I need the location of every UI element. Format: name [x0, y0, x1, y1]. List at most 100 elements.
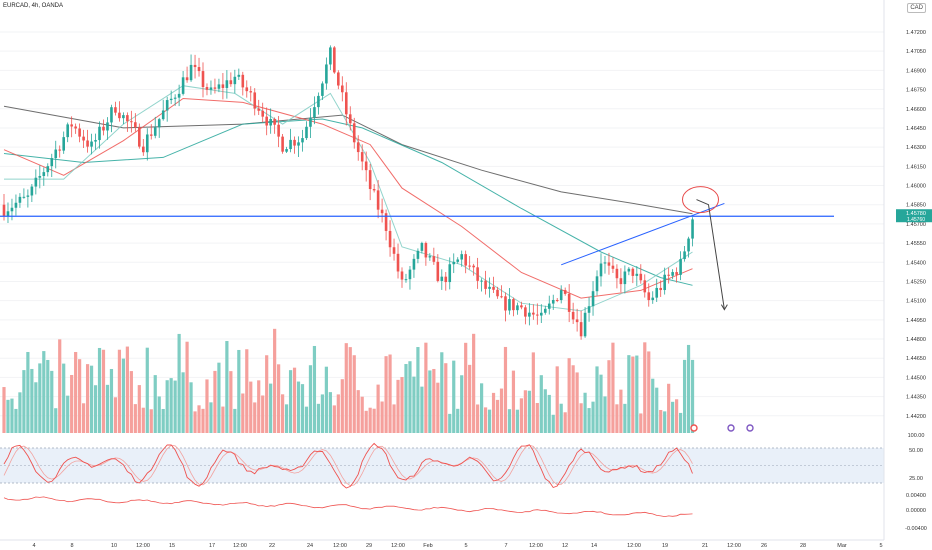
volume-bar [519, 398, 523, 433]
candle-body [6, 211, 10, 217]
candle-body [54, 149, 58, 159]
volume-bar [531, 352, 535, 433]
candle-body [504, 296, 507, 311]
price-axis[interactable]: 1.47200 1.47050 1.46900 1.46750 1.46600 1.464… [883, 0, 932, 540]
candle-body [412, 258, 416, 270]
volume-bar [567, 358, 571, 433]
volume-bar [348, 347, 352, 433]
volume-bar [635, 355, 639, 433]
candle-body [348, 114, 352, 124]
candle-body [508, 299, 511, 311]
candle-body [603, 262, 607, 264]
candle-body [492, 286, 495, 290]
candle-body [579, 322, 583, 337]
volume-bars [2, 328, 695, 433]
candle-body [18, 196, 22, 203]
stochastic-axis-label: 50.00 [909, 448, 923, 454]
volume-bar [185, 341, 189, 433]
candle-body [78, 128, 81, 137]
candle-body [82, 136, 85, 141]
candle-body [476, 267, 479, 281]
time-tick-label: 12:00 [333, 543, 347, 549]
volume-bar [42, 351, 46, 433]
candle-body [86, 140, 89, 147]
currency-label[interactable]: CAD [907, 3, 926, 13]
time-tick-label: 12:00 [727, 543, 741, 549]
volume-bar [444, 363, 448, 433]
volume-bar [667, 383, 671, 433]
volume-bar [78, 359, 82, 433]
time-tick-label: Feb [423, 543, 432, 549]
volume-bar [340, 379, 344, 433]
candle-body [559, 290, 563, 301]
volume-bar [388, 354, 392, 433]
time-tick-label: 12:00 [391, 543, 405, 549]
volume-bar [38, 363, 42, 433]
candle-body [257, 108, 261, 111]
volume-bar [372, 408, 376, 433]
volume-bar [165, 380, 169, 433]
time-tick-label: 7 [504, 543, 507, 549]
candle-body [408, 269, 412, 280]
candle-body [687, 238, 690, 252]
volume-bar [551, 414, 555, 433]
volume-bar [281, 394, 285, 433]
volume-bar [273, 328, 277, 433]
candle-body [464, 254, 467, 266]
candle-body [587, 306, 591, 313]
candle-body [583, 312, 587, 337]
price-tick-label: 1.45100 [906, 299, 926, 305]
volume-bar [288, 370, 293, 433]
candle-body [285, 149, 288, 152]
candle-body [615, 268, 619, 279]
volume-bar [141, 407, 145, 433]
volume-bar [18, 392, 22, 433]
candle-body [273, 119, 276, 125]
volume-bar [54, 408, 58, 433]
candle-body [424, 243, 428, 258]
candle-body [50, 158, 54, 167]
volume-bar [205, 379, 209, 433]
candle-body [639, 273, 643, 281]
volume-bar [229, 371, 233, 433]
candle-body [110, 107, 113, 123]
time-tick-label: 17 [209, 543, 215, 549]
volume-bar [129, 371, 133, 433]
volume-bar [480, 383, 484, 433]
volume-bar [189, 382, 193, 433]
volume-bar [304, 406, 309, 433]
stochastic-line [3, 442, 693, 489]
time-axis[interactable]: 4 8 10 12:00 15 17 12:00 22 24 12:00 29 12:00 Feb 5 7 1… [0, 539, 884, 549]
volume-bar [217, 362, 221, 433]
candle-body [452, 261, 456, 265]
symbol-label[interactable]: EURCAD, 4h, OANDA [3, 3, 64, 9]
candle-body [524, 307, 527, 317]
candle-body [277, 124, 280, 137]
candle-body [440, 276, 444, 281]
volume-bar [193, 411, 197, 433]
candle-body [221, 84, 225, 88]
candle-body [667, 274, 670, 276]
candle-body [643, 280, 647, 293]
candle-body [114, 107, 117, 113]
volume-bar [117, 349, 122, 433]
volume-bar [62, 363, 66, 433]
candle-body [647, 292, 651, 301]
candle-body [233, 76, 237, 85]
volume-bar [384, 356, 388, 433]
candle-body [281, 136, 284, 152]
volume-bar [507, 409, 512, 433]
volume-bar [296, 381, 301, 433]
time-tick-label: 22 [269, 543, 275, 549]
candle-body [675, 272, 678, 275]
candle-body [516, 305, 519, 311]
candle-body [341, 85, 344, 93]
volume-bar [93, 385, 98, 433]
volume-bar [603, 396, 607, 433]
price-tick-label: 1.46300 [906, 145, 926, 151]
price-tick-label: 1.44350 [906, 395, 926, 401]
volume-bar [277, 364, 281, 433]
candle-body [404, 279, 408, 281]
candle-body [368, 170, 372, 190]
